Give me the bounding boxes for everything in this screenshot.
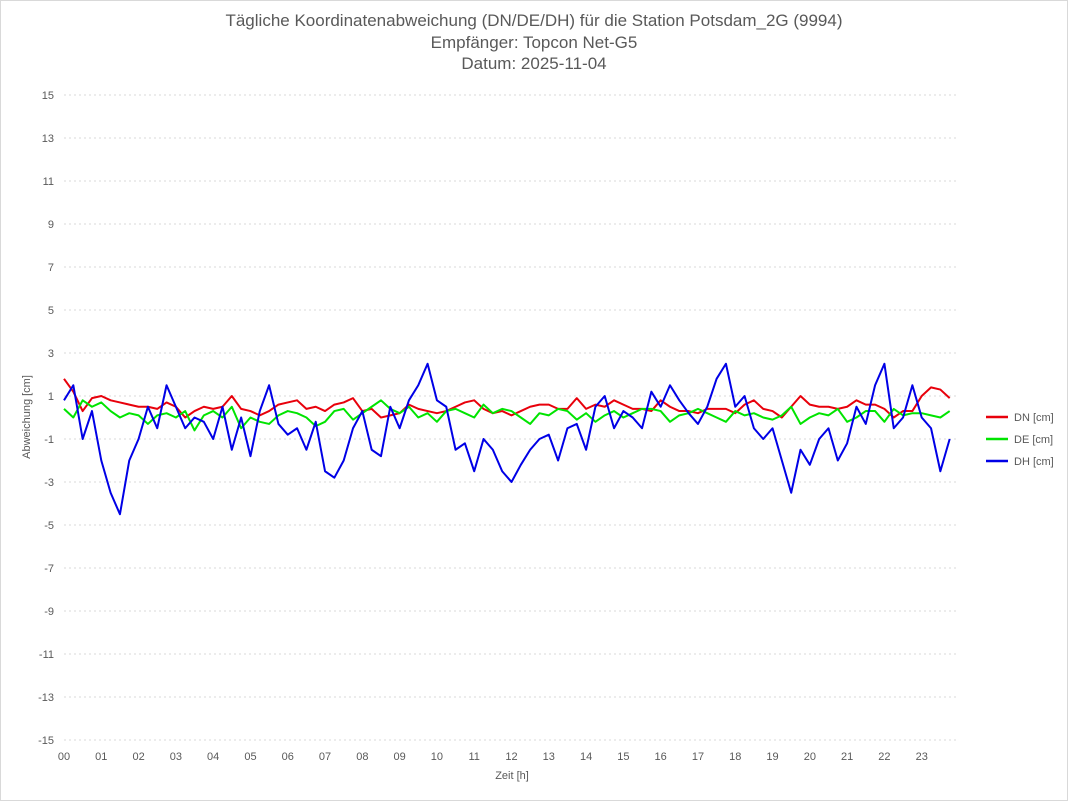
legend-label-de: DE [cm] [1014,434,1053,446]
x-tick-label: 09 [394,751,406,763]
x-tick-label: 15 [617,751,629,763]
x-tick-label: 05 [244,751,256,763]
x-tick-label: 23 [916,751,928,763]
x-tick-label: 01 [95,751,107,763]
x-tick-label: 22 [878,751,890,763]
x-tick-label: 12 [505,751,517,763]
legend: DN [cm] DE [cm] DH [cm] [986,412,1054,468]
x-axis-ticks: 00 01 02 03 04 05 06 07 08 09 10 11 12 13 14 15 16 17 18 19… [58,751,928,763]
y-axis-ticks: 15 13 11 9 7 5 3 1 -1 -3 -5 -7 -9 -11 -13 -15 [38,90,54,747]
y-tick-label: -1 [44,434,54,446]
x-tick-label: 07 [319,751,331,763]
x-tick-label: 11 [468,751,479,763]
y-tick-label: -3 [44,477,54,489]
chart-subtitle-receiver: Empfänger: Topcon Net-G5 [430,32,638,52]
x-tick-label: 08 [356,751,368,763]
x-tick-label: 21 [841,751,853,763]
x-tick-label: 19 [766,751,778,763]
y-tick-label: 11 [43,176,54,188]
x-axis-title: Zeit [h] [495,770,529,782]
y-tick-label: -5 [44,520,54,532]
y-tick-label: 7 [48,262,54,274]
x-tick-label: 00 [58,751,70,763]
y-tick-label: 13 [42,133,54,145]
chart-subtitle-date: Datum: 2025-11-04 [461,54,607,73]
x-tick-label: 02 [132,751,144,763]
y-tick-label: -7 [44,563,54,575]
x-tick-label: 14 [580,751,592,763]
x-tick-label: 18 [729,751,741,763]
y-tick-label: 1 [48,391,54,403]
y-tick-label: -9 [44,606,54,618]
x-tick-label: 13 [543,751,555,763]
y-tick-label: -13 [38,692,54,704]
series-line-de [63,399,951,432]
x-tick-label: 04 [207,751,219,763]
x-tick-label: 17 [692,751,704,763]
legend-label-dn: DN [cm] [1014,412,1054,424]
x-tick-label: 10 [431,751,443,763]
y-tick-label: -11 [39,649,54,661]
series-lines [63,362,951,516]
y-tick-label: 3 [48,348,54,360]
series-line-dn [63,378,951,419]
x-tick-label: 06 [282,751,294,763]
x-tick-label: 03 [170,751,182,763]
legend-label-dh: DH [cm] [1014,456,1054,468]
gridlines [64,94,959,741]
x-tick-label: 20 [804,751,816,763]
y-tick-label: 15 [42,90,54,102]
y-axis-title: Abweichung [cm] [21,375,33,459]
chart-title: Tägliche Koordinatenabweichung (DN/DE/DH… [225,11,843,30]
chart-title-block: Tägliche Koordinatenabweichung (DN/DE/DH… [0,10,1068,75]
y-tick-label: 5 [48,305,54,317]
y-tick-label: 9 [48,219,54,231]
series-line-dh [63,362,951,516]
x-tick-label: 16 [655,751,667,763]
y-tick-label: -15 [38,735,54,747]
